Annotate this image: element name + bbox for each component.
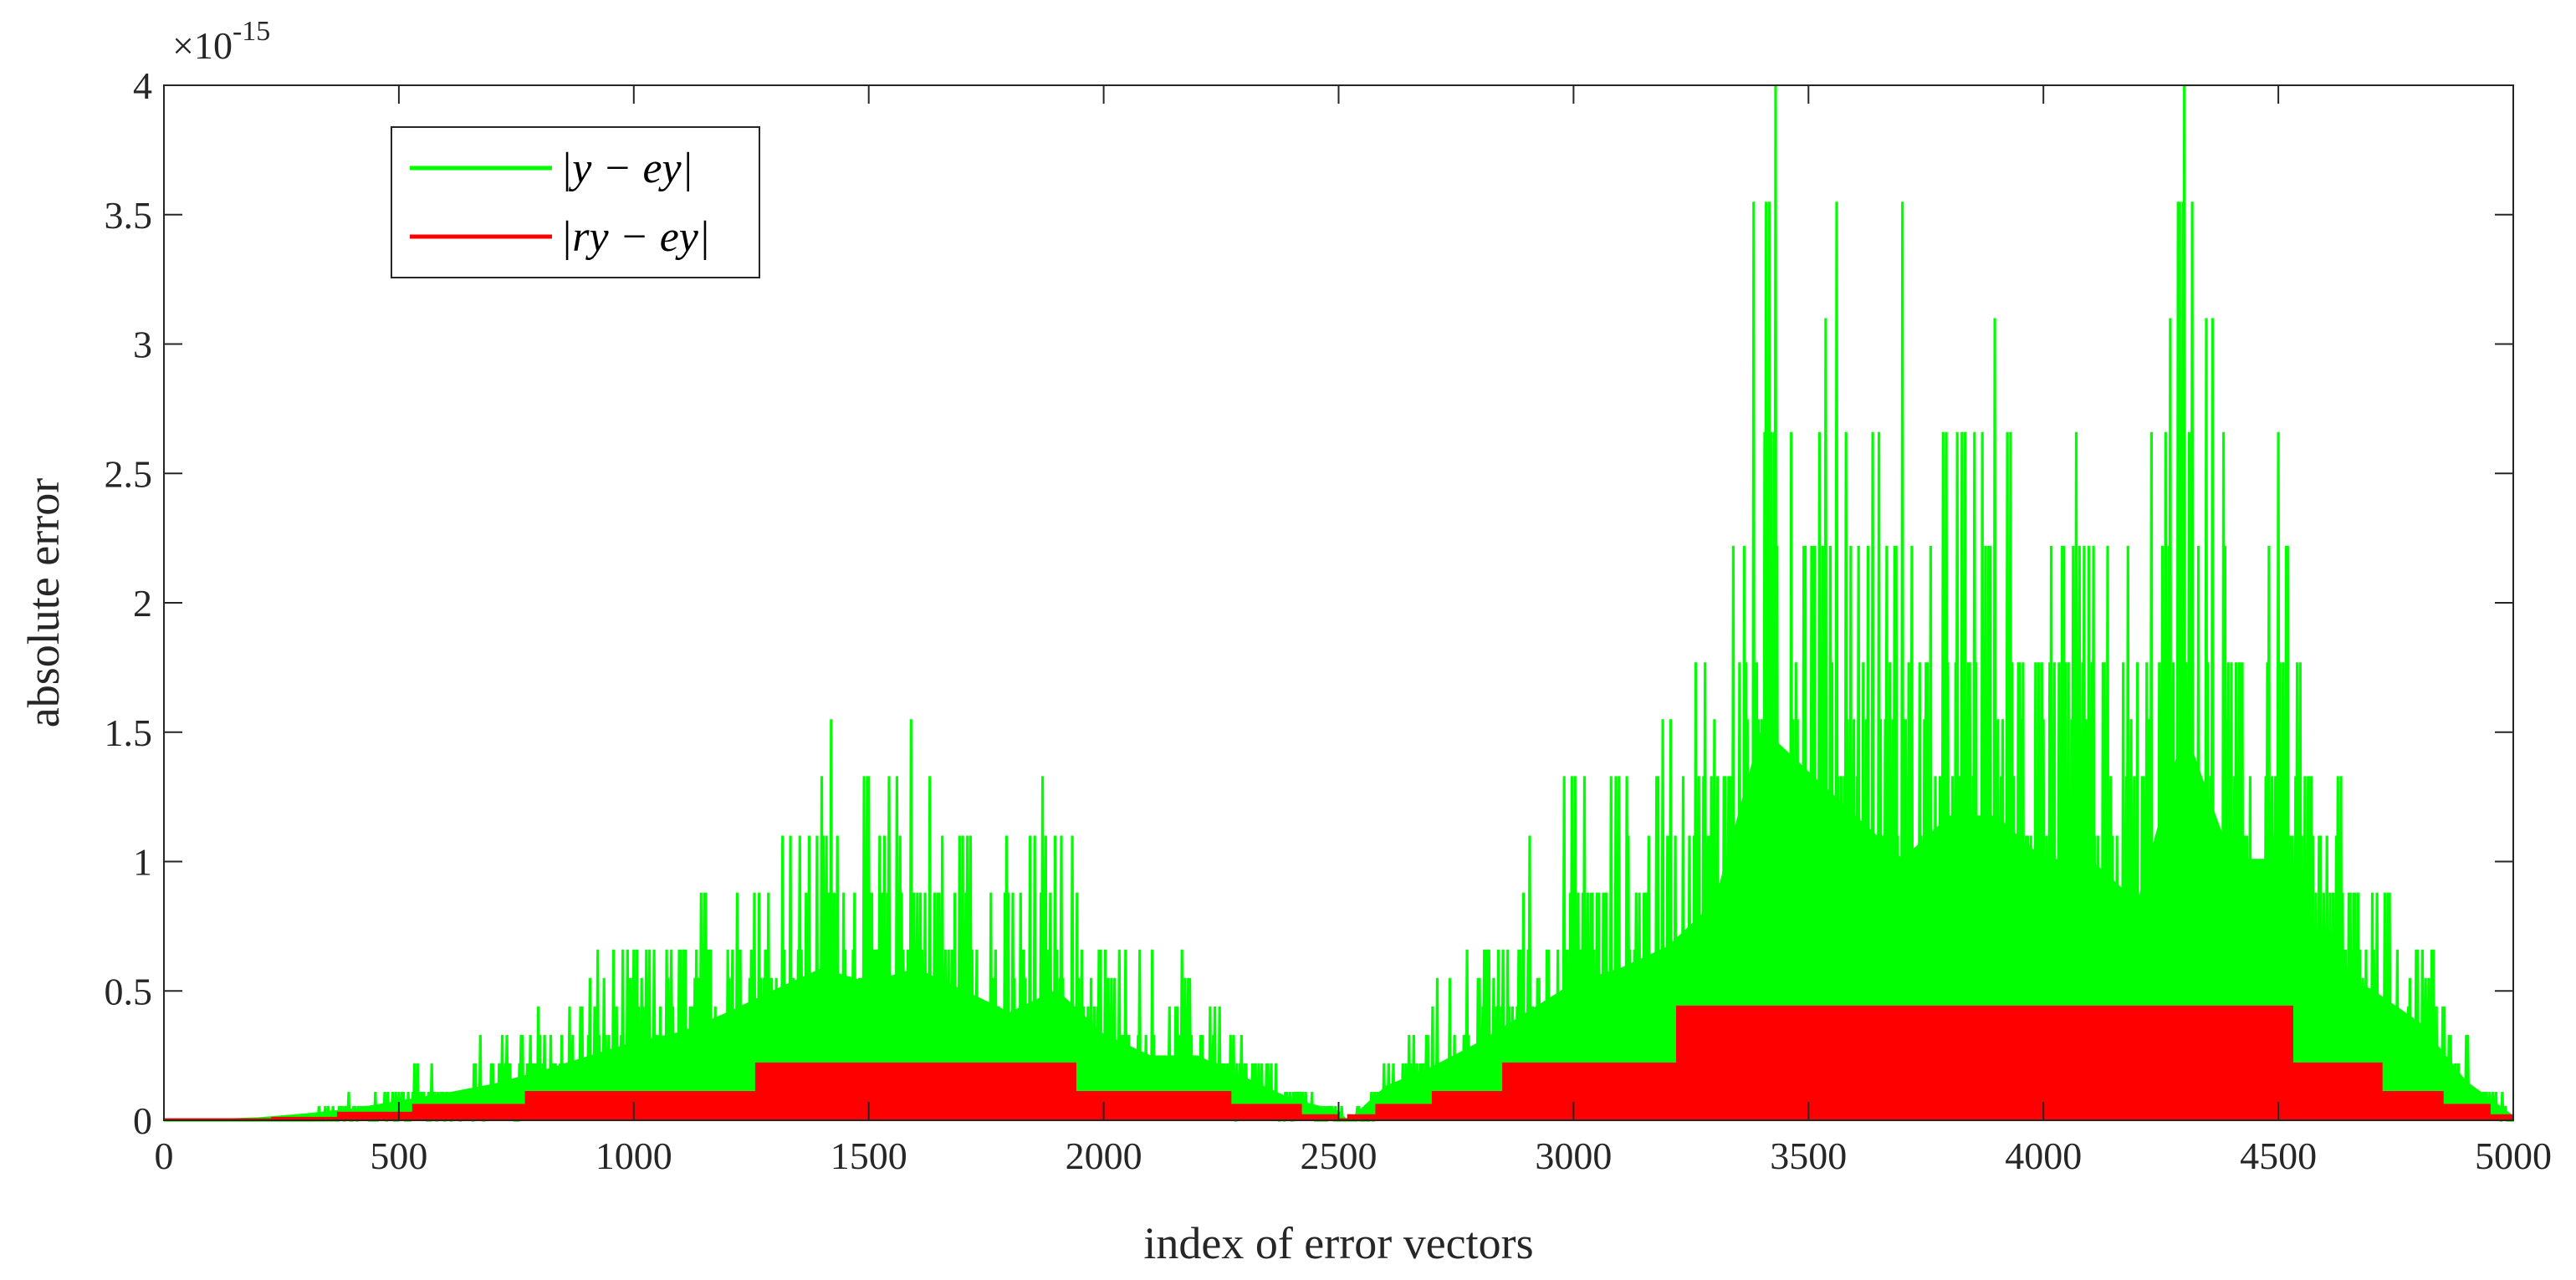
legend-box [391,126,760,278]
y-tick-label: 3 [133,324,152,366]
y-tick-label: 0 [133,1099,152,1142]
y-tick-label: 2 [133,582,152,625]
y-tick-label: 1.5 [105,711,153,754]
legend: |y − ey| |ry − ey| [391,126,760,278]
y-axis-label: absolute error [18,478,69,727]
y-tick-label: 4 [133,64,152,107]
x-axis-label: index of error vectors [1143,1218,1533,1268]
x-tick-label: 500 [370,1135,427,1177]
x-tick-label: 4000 [2005,1135,2082,1177]
x-tick-label: 5000 [2475,1135,2552,1177]
y-tick-label: 1 [133,841,152,884]
x-tick-label: 1500 [831,1135,907,1177]
y-tick-label: 3.5 [105,194,153,237]
legend-label-ry-minus-ey: |ry − ey| [560,213,710,261]
y-tick-label: 0.5 [105,970,153,1012]
x-tick-label: 2000 [1066,1135,1142,1177]
y-tick-label: 2.5 [105,452,153,495]
y-exponent-label: ×10-15 [172,16,270,67]
x-tick-label: 2500 [1301,1135,1377,1177]
x-tick-label: 3000 [1535,1135,1612,1177]
y-exponent-power: -15 [233,16,270,47]
x-tick-label: 1000 [595,1135,672,1177]
axes: 0 500 1000 1500 2000 2500 3000 3500 4000 4500 5000… [18,16,2552,1268]
legend-label-y-minus-ey: |y − ey| [560,145,693,192]
series-fill-ry-minus-ey [164,1005,2514,1121]
x-tick-label: 0 [155,1135,174,1177]
x-tick-label: 4500 [2240,1135,2317,1177]
x-tick-label: 3500 [1770,1135,1847,1177]
